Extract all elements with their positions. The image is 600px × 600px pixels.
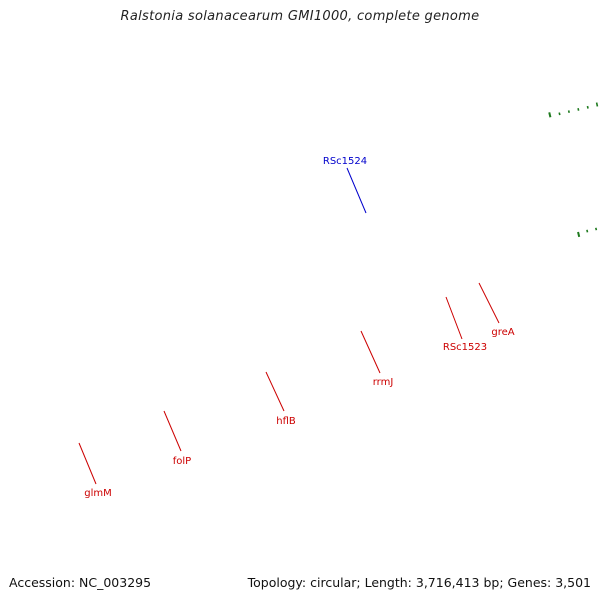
gene-label-rrmj: rrmJ bbox=[373, 377, 394, 388]
topology-text: Topology: circular; Length: 3,716,413 bp… bbox=[247, 575, 591, 590]
map-title: Ralstonia solanacearum GMI1000, complete… bbox=[120, 9, 480, 24]
ruler-tick bbox=[577, 108, 580, 111]
accession-text: Accession: NC_003295 bbox=[9, 575, 152, 590]
gene-labels: RSc1524 greA RSc1523 rrmJ hflB folP glmM bbox=[78, 156, 515, 499]
gene-label-rsc1523: RSc1523 bbox=[443, 342, 487, 353]
ruler-tick bbox=[567, 110, 570, 113]
gene-label-folp: folP bbox=[173, 456, 191, 467]
label-line-grea bbox=[478, 282, 500, 324]
ruler-inner-ticks bbox=[577, 227, 598, 238]
label-line-folp bbox=[163, 410, 182, 452]
label-line-glmm bbox=[78, 442, 97, 485]
label-line-hflb bbox=[265, 371, 285, 412]
label-line-rsc1523 bbox=[445, 296, 463, 340]
ruler-tick bbox=[595, 102, 599, 107]
ruler-tick bbox=[558, 112, 561, 116]
ruler-tick bbox=[548, 112, 552, 118]
label-line-rrmj bbox=[360, 330, 381, 374]
label-line-rsc1524 bbox=[346, 167, 367, 214]
ruler-tick bbox=[586, 229, 589, 233]
ruler-outer-ticks bbox=[548, 102, 599, 118]
gene-label-glmm: glmM bbox=[84, 488, 112, 499]
ruler-tick bbox=[595, 227, 598, 231]
ruler-tick bbox=[586, 105, 589, 109]
ruler-tick bbox=[577, 231, 581, 238]
gene-label-rsc1524: RSc1524 bbox=[323, 156, 367, 167]
gene-label-hflb: hflB bbox=[276, 416, 296, 427]
gene-label-grea: greA bbox=[491, 327, 514, 338]
